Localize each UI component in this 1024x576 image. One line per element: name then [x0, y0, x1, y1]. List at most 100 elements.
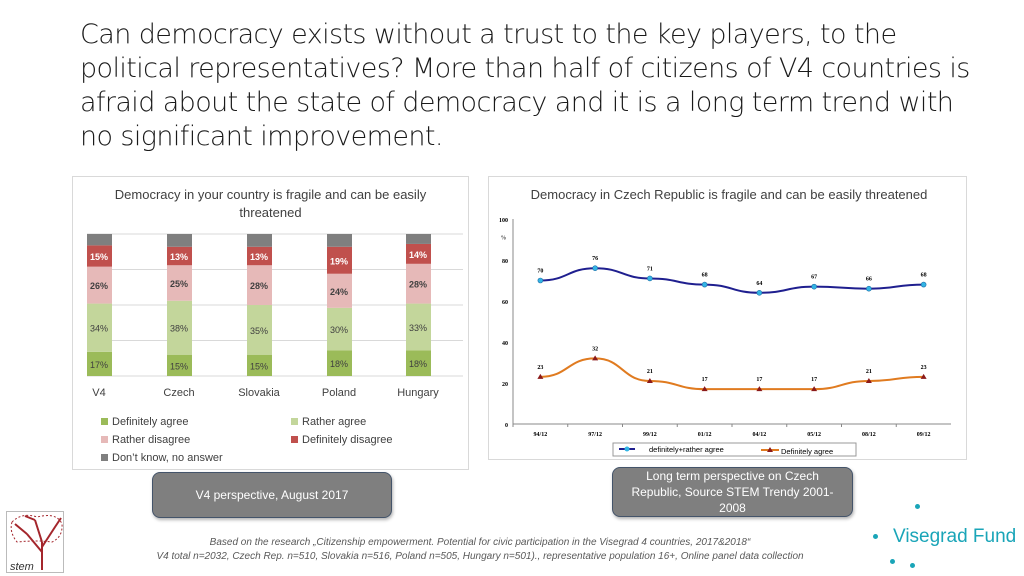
- data-point: [811, 283, 817, 290]
- data-label: 64: [756, 281, 762, 287]
- bar-segment: [247, 234, 272, 247]
- category-label: Slovakia: [238, 387, 280, 399]
- v4-chart-panel: Democracy in your country is fragile and…: [72, 176, 469, 470]
- data-point: [756, 386, 763, 392]
- data-label: 68: [921, 273, 927, 279]
- bar-segment: [247, 246, 272, 266]
- data-label: 21: [866, 369, 872, 375]
- bar-segment: [406, 263, 431, 304]
- bar-segment: [327, 246, 352, 274]
- chart-title: Democracy in Czech Republic is fragile a…: [530, 187, 928, 202]
- data-point: [701, 386, 708, 392]
- data-point: [537, 373, 544, 379]
- data-label: 24%: [330, 287, 348, 297]
- x-tick-label: 05/12: [807, 432, 821, 438]
- data-label: 38%: [170, 324, 188, 334]
- x-tick-label: 08/12: [862, 432, 876, 438]
- data-label: 35%: [250, 326, 268, 336]
- data-label: 28%: [409, 280, 427, 290]
- y-tick-label: 40: [502, 341, 508, 347]
- bar-segment: [327, 350, 352, 376]
- category-label: Poland: [322, 387, 356, 399]
- data-label: 23: [537, 365, 543, 371]
- bar-segment: [406, 303, 431, 351]
- data-label: 23: [921, 365, 927, 371]
- data-point: [592, 265, 598, 271]
- stem-logo-text: stem: [10, 561, 34, 573]
- bar-segment: [167, 300, 192, 355]
- slide-title: Can democracy exists without a trust to …: [80, 19, 970, 152]
- category-label: Hungary: [397, 387, 439, 399]
- data-label: 18%: [409, 359, 427, 369]
- logo-dot: [915, 504, 920, 509]
- data-label: 13%: [170, 252, 188, 262]
- legend-label: definitely+rather agree: [649, 445, 724, 454]
- data-point: [811, 386, 818, 392]
- legend-swatch: [291, 418, 298, 425]
- data-label: 70: [537, 269, 543, 275]
- bar-segment: [247, 265, 272, 305]
- data-point: [920, 281, 927, 288]
- legend-swatch: [101, 436, 108, 443]
- bar-segment: [167, 265, 192, 301]
- czech-chart-panel: Democracy in Czech Republic is fragile a…: [488, 176, 967, 460]
- data-label: 14%: [409, 250, 427, 260]
- y-tick-label: 100: [499, 218, 508, 224]
- data-label: 34%: [90, 324, 108, 334]
- data-point: [592, 355, 599, 361]
- logo-dot: [873, 534, 878, 539]
- data-label: 17%: [90, 360, 108, 370]
- data-point: [920, 373, 927, 379]
- x-tick-label: 94/12: [534, 432, 548, 438]
- data-label: 71: [647, 266, 653, 272]
- data-point: [646, 377, 653, 383]
- legend-swatch: [101, 454, 108, 461]
- data-label: 15%: [170, 361, 188, 371]
- x-tick-label: 97/12: [588, 432, 602, 438]
- data-label: 17: [756, 377, 762, 383]
- bar-segment: [247, 305, 272, 355]
- data-label: 15%: [90, 252, 108, 262]
- data-label: 21: [647, 369, 653, 375]
- bar-segment: [167, 246, 192, 266]
- bar-segment: [87, 351, 112, 376]
- data-label: 13%: [250, 252, 268, 262]
- bar-segment: [327, 307, 352, 351]
- y-tick-label: 80: [502, 259, 508, 265]
- bar-segment: [87, 266, 112, 304]
- logo-dot: [890, 559, 895, 564]
- y-tick-label: 60: [502, 300, 508, 306]
- bar-segment: [87, 245, 112, 267]
- data-label: 33%: [409, 323, 427, 333]
- category-label: V4: [92, 387, 105, 399]
- data-label: 26%: [90, 281, 108, 291]
- x-tick-label: 04/12: [753, 432, 767, 438]
- data-label: 32: [592, 346, 598, 352]
- data-label: 17: [702, 377, 708, 383]
- data-point: [647, 275, 653, 282]
- data-point: [866, 285, 872, 292]
- x-tick-label: 09/12: [917, 432, 931, 438]
- stacked-bar-chart: 17% 34% 26% 15% V4 15% 38% 25% 13% Czech 15% 35% 28%…: [87, 233, 463, 464]
- footer-line-2: V4 total n=2032, Czech Rep. n=510, Slova…: [156, 551, 804, 562]
- stem-logo: stem: [6, 511, 64, 573]
- note-long-term: Long term perspective on Czech Republic,…: [612, 467, 853, 517]
- y-tick-label: 0: [505, 423, 508, 429]
- bar-segment: [327, 234, 352, 247]
- logo-dot: [910, 563, 915, 568]
- data-label: 25%: [170, 279, 188, 289]
- data-label: 68: [702, 273, 708, 279]
- note-v4-perspective: V4 perspective, August 2017: [152, 472, 392, 518]
- data-label: 76: [592, 256, 598, 262]
- data-label: 67: [811, 275, 817, 281]
- legend-label: Rather agree: [302, 416, 366, 428]
- y-axis-label: %: [501, 236, 506, 242]
- bar-segment: [406, 350, 431, 376]
- footer-line-1: Based on the research „Citizenship empow…: [209, 537, 751, 548]
- data-point: [701, 281, 708, 288]
- data-label: 15%: [250, 361, 268, 371]
- data-label: 66: [866, 277, 872, 283]
- line-chart: 0 20 40 60 80 100% 94/12 97/12 99/12 01/12 04/12 05…: [499, 218, 951, 457]
- data-label: 17: [811, 377, 817, 383]
- legend-swatch: [291, 436, 298, 443]
